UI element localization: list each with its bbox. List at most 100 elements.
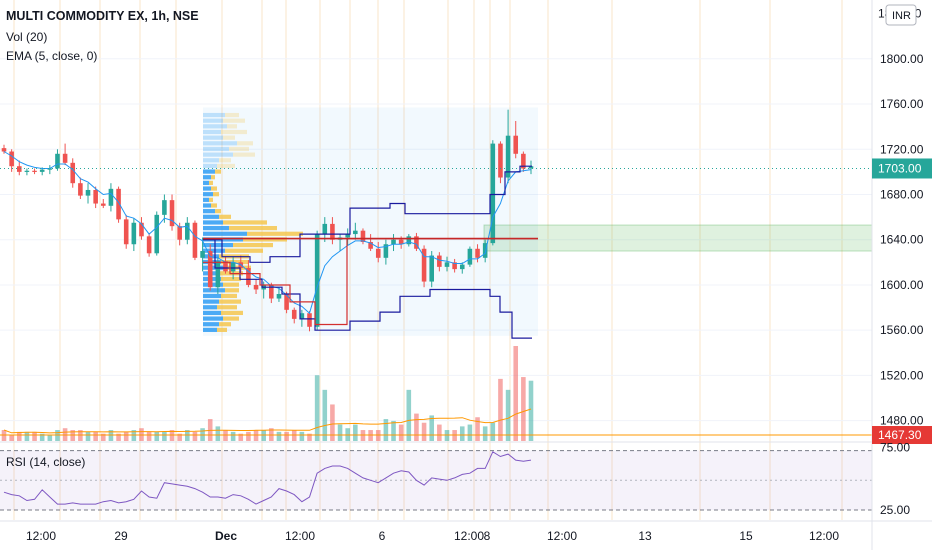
- candle-body: [139, 222, 144, 237]
- candle-body: [345, 234, 350, 238]
- volume-bar: [475, 417, 480, 441]
- profile-bar-sell: [219, 158, 231, 163]
- profile-bar-buy: [203, 169, 215, 174]
- candle-body: [207, 251, 213, 288]
- candle-body: [291, 309, 297, 319]
- profile-bar-buy: [203, 237, 243, 242]
- profile-bar-sell: [221, 293, 237, 299]
- volume-legend[interactable]: Vol (20): [6, 30, 48, 44]
- rsi-line: [3, 451, 532, 505]
- candle-body: [452, 262, 457, 270]
- candle-body: [414, 236, 419, 249]
- candle-body: [429, 255, 435, 282]
- candle-body: [162, 200, 167, 215]
- profile-bar-buy: [203, 192, 213, 197]
- candle-body: [482, 243, 488, 258]
- volume-bar: [368, 430, 373, 441]
- candle-body: [93, 189, 98, 204]
- volume-bar: [299, 431, 305, 441]
- candle-body: [215, 261, 221, 288]
- profile-bar-sell: [219, 299, 241, 304]
- last-price-label: 1703.00: [878, 161, 922, 175]
- volume-ma-line: [3, 408, 532, 434]
- secondary-price-box: [872, 426, 932, 445]
- volume-bar: [123, 431, 129, 441]
- profile-bar-buy: [203, 226, 229, 231]
- profile-bar-buy: [203, 299, 219, 304]
- candle-body: [24, 170, 30, 172]
- profile-bar-sell: [211, 203, 217, 208]
- profile-bar-sell: [215, 209, 221, 214]
- candle-body: [223, 261, 228, 272]
- channel-low-line: [203, 239, 532, 339]
- currency-badge-label: INR: [892, 10, 911, 22]
- profile-bar-buy: [203, 231, 247, 236]
- profile-bar-sell: [215, 169, 221, 174]
- price-tick-label: 1680.00: [880, 187, 924, 201]
- rsi-lower-label: 25.00: [880, 503, 910, 517]
- profile-bar-buy: [203, 310, 221, 316]
- candle-body: [269, 284, 274, 299]
- profile-bar-sell: [217, 163, 235, 169]
- candle-body: [521, 153, 526, 169]
- candle-body: [444, 262, 450, 267]
- volume-bar: [70, 430, 76, 441]
- ema-line: [3, 151, 532, 315]
- profile-bar-sell: [211, 186, 217, 191]
- candle-body: [437, 255, 442, 267]
- volume-bar: [177, 433, 182, 441]
- profile-bar-sell: [217, 327, 227, 332]
- profile-bar-buy: [203, 293, 221, 299]
- profile-bar-sell: [237, 141, 253, 146]
- candle-body: [284, 294, 289, 310]
- time-tick-label: 29: [114, 529, 128, 543]
- ema-legend[interactable]: EMA (5, close, 0): [6, 49, 98, 63]
- volume-bar: [284, 431, 289, 441]
- profile-bar-sell: [209, 180, 213, 185]
- volume-layer: [1, 346, 534, 441]
- candle-body: [330, 223, 335, 240]
- last-price-box: [872, 158, 932, 179]
- volume-bar: [108, 430, 114, 441]
- volume-bar: [261, 430, 266, 441]
- profile-bar-buy: [203, 197, 209, 202]
- profile-bar-sell: [221, 259, 249, 265]
- profile-bar-buy: [203, 265, 225, 270]
- candle-body: [9, 151, 14, 167]
- candle-body: [154, 214, 160, 254]
- price-tick-label: 1800.00: [880, 52, 924, 66]
- profile-bar-buy: [203, 220, 223, 225]
- profile-bar-sell: [221, 276, 241, 282]
- profile-bar-sell: [223, 118, 245, 123]
- profile-bar-sell: [219, 322, 231, 327]
- profile-bar-buy: [203, 288, 225, 293]
- volume-bar: [154, 431, 160, 441]
- profile-bar-buy: [203, 141, 237, 146]
- volume-bar: [100, 433, 106, 441]
- price-tick-label: 1520.00: [880, 368, 924, 382]
- candle-body: [39, 169, 45, 172]
- volume-bar: [459, 426, 465, 441]
- currency-badge: [885, 4, 917, 26]
- candle-body: [116, 188, 121, 220]
- volume-bar: [47, 435, 53, 441]
- profile-bar-buy: [203, 242, 233, 248]
- candle-body: [299, 313, 305, 319]
- candle-body: [467, 248, 473, 265]
- volume-bar: [85, 431, 91, 441]
- profile-bar-buy: [203, 129, 221, 135]
- profile-bar-buy: [203, 316, 223, 321]
- profile-bar-buy: [203, 175, 211, 180]
- profile-bar-sell: [227, 124, 237, 129]
- profile-bar-buy: [203, 118, 223, 123]
- volume-bar: [330, 404, 335, 441]
- candle-body: [123, 219, 129, 245]
- line-layer: [0, 151, 872, 436]
- volume-bar: [169, 430, 175, 441]
- profile-bar-buy: [203, 135, 223, 140]
- profile-bar-buy: [203, 112, 225, 118]
- rsi-legend[interactable]: RSI (14, close): [6, 455, 86, 469]
- profile-bar-sell: [217, 305, 237, 310]
- volume-bar: [1, 430, 7, 441]
